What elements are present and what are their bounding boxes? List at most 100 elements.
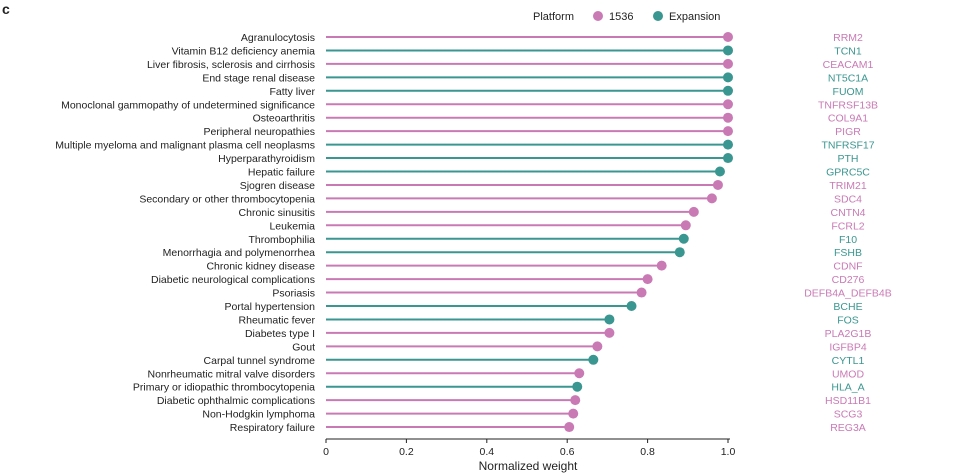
disease-label: Vitamin B12 deficiency anemia — [172, 45, 316, 57]
protein-label: HLA_A — [831, 382, 864, 394]
disease-label: Psoriasis — [272, 288, 315, 300]
disease-label: Leukemia — [269, 220, 315, 232]
lollipop-point — [706, 193, 717, 204]
chart-row: Respiratory failure REG3A — [230, 422, 866, 434]
protein-label: F10 — [839, 234, 857, 246]
protein-label: DEFB4A_DEFB4B — [804, 288, 892, 300]
chart-row: Chronic sinusitis CNTN4 — [239, 206, 866, 219]
protein-label: COL9A1 — [828, 113, 868, 125]
chart-row: Osteoarthritis COL9A1 — [253, 112, 868, 125]
chart-row: Rheumatic fever FOS — [239, 314, 859, 326]
disease-label: Nonrheumatic mitral valve disorders — [148, 368, 315, 380]
disease-label: Carpal tunnel syndrome — [204, 355, 316, 367]
disease-label: Rheumatic fever — [239, 314, 316, 326]
lollipop-point — [636, 287, 647, 298]
chart-row: Hepatic failure GPRC5C — [248, 166, 870, 179]
lollipop-point — [572, 381, 583, 392]
chart-row: Liver fibrosis, sclerosis and cirrhosis C… — [147, 58, 874, 71]
chart-row: Portal hypertension BCHE — [225, 301, 863, 313]
lollipop-point — [723, 85, 733, 96]
protein-label: RRM2 — [833, 32, 863, 44]
protein-label: FSHB — [834, 247, 862, 259]
disease-label: Hepatic failure — [248, 167, 315, 179]
protein-label: NT5C1A — [828, 72, 868, 84]
x-ticks: 0 0.2 0.4 0.6 0.8 1.0 — [323, 439, 735, 458]
panel-label: c — [2, 1, 10, 17]
lollipop-point — [723, 112, 733, 123]
x-axis: 0 0.2 0.4 0.6 0.8 1.0 Normalized weight — [323, 438, 735, 473]
chart-row: Leukemia FCRL2 — [269, 220, 865, 232]
lollipop-point — [723, 139, 733, 150]
x-tick-label: 0.8 — [640, 446, 655, 458]
chart-row: Vitamin B12 deficiency anemia TCN1 — [172, 45, 862, 57]
disease-label: Monoclonal gammopathy of undetermined si… — [61, 99, 315, 111]
protein-label: IGFBP4 — [829, 341, 867, 353]
lollipop-point — [680, 220, 691, 231]
chart-row: Secondary or other thrombocytopenia SDC4 — [139, 193, 862, 205]
disease-label: Diabetic ophthalmic complications — [157, 395, 315, 407]
protein-label: TNFRSF13B — [818, 99, 878, 111]
chart-row: End stage renal disease NT5C1A — [202, 72, 868, 84]
protein-label: TRIM21 — [829, 180, 867, 192]
disease-label: Respiratory failure — [230, 422, 315, 434]
x-tick-label: 0 — [323, 446, 329, 458]
protein-label: FUOM — [833, 86, 864, 98]
lollipop-point — [723, 32, 733, 42]
disease-label: Peripheral neuropathies — [204, 126, 316, 138]
chart-row: Monoclonal gammopathy of undetermined si… — [61, 99, 878, 111]
protein-label: GPRC5C — [826, 167, 870, 179]
protein-label: BCHE — [833, 301, 862, 313]
disease-label: Chronic sinusitis — [239, 207, 315, 219]
disease-label: Primary or idiopathic thrombocytopenia — [133, 382, 315, 394]
legend-marker-expansion — [653, 11, 663, 21]
protein-label: CDNF — [833, 261, 862, 273]
protein-label: TNFRSF17 — [821, 140, 874, 152]
legend-title: Platform — [533, 11, 574, 23]
protein-label: SDC4 — [834, 193, 862, 205]
lollipop-point — [723, 153, 733, 164]
x-axis-label: Normalized weight — [479, 459, 578, 473]
chart-row: Sjogren disease TRIM21 — [240, 179, 867, 192]
protein-label: PLA2G1B — [825, 328, 872, 340]
protein-label: FCRL2 — [831, 220, 864, 232]
disease-label: Menorrhagia and polymenorrhea — [163, 247, 316, 259]
chart-row: Non-Hodgkin lymphoma SCG3 — [202, 408, 862, 421]
lollipop-point — [570, 395, 581, 406]
chart-row: Carpal tunnel syndrome CYTL1 — [204, 354, 865, 367]
disease-label: Diabetic neurological complications — [151, 274, 315, 286]
legend: Platform 1536 Expansion — [533, 11, 720, 23]
disease-label: Secondary or other thrombocytopenia — [139, 193, 315, 205]
lollipop-point — [712, 179, 723, 190]
disease-label: Multiple myeloma and malignant plasma ce… — [55, 140, 315, 152]
lollipop-point — [656, 260, 667, 271]
protein-label: REG3A — [830, 422, 866, 434]
lollipop-point — [588, 354, 599, 365]
x-tick-label: 0.2 — [399, 446, 414, 458]
protein-label: HSD11B1 — [825, 395, 871, 407]
protein-label: CEACAM1 — [823, 59, 874, 71]
x-tick-label: 0.4 — [479, 446, 494, 458]
protein-label: CYTL1 — [832, 355, 865, 367]
chart-row: Agranulocytosis RRM2 — [241, 32, 863, 44]
chart-row: Hyperparathyroidism PTH — [218, 153, 859, 165]
lollipop-point — [714, 166, 725, 177]
lollipop-point — [574, 368, 585, 379]
disease-label: Osteoarthritis — [253, 113, 315, 125]
lollipop-point — [688, 206, 699, 217]
chart-row: Multiple myeloma and malignant plasma ce… — [55, 139, 875, 152]
x-tick-label: 0.6 — [560, 446, 575, 458]
disease-label: Fatty liver — [269, 86, 315, 98]
disease-label: Agranulocytosis — [241, 32, 315, 44]
disease-label: Liver fibrosis, sclerosis and cirrhosis — [147, 59, 315, 71]
protein-label: PIGR — [835, 126, 861, 138]
chart-row: Thrombophilia F10 — [248, 233, 857, 246]
chart-row: Gout IGFBP4 — [292, 341, 867, 353]
disease-label: Non-Hodgkin lymphoma — [202, 409, 315, 421]
lollipop-point — [723, 126, 733, 137]
chart-row: Diabetes type I PLA2G1B — [245, 327, 872, 340]
chart-row: Diabetic ophthalmic complications HSD11B1 — [157, 395, 871, 407]
protein-label: UMOD — [832, 368, 864, 380]
x-tick-label: 1.0 — [721, 446, 736, 458]
protein-label: PTH — [838, 153, 859, 165]
